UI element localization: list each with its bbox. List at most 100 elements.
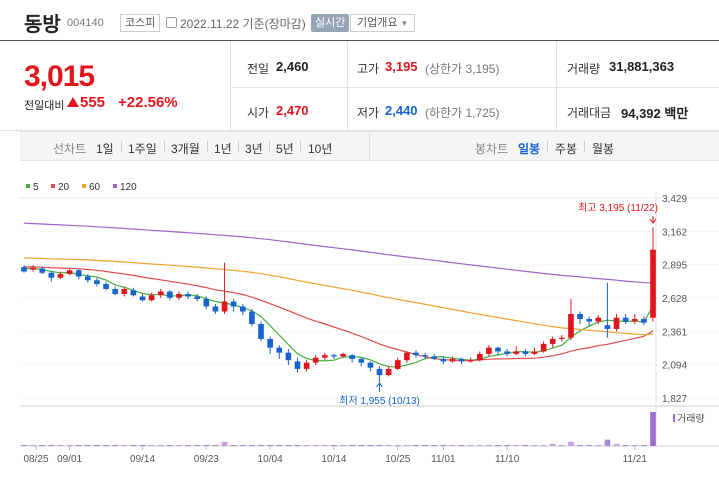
volume-bar <box>267 444 273 446</box>
y-tick-label: 2,361 <box>662 327 687 338</box>
volume-bar <box>167 444 173 446</box>
candle-chart[interactable]: 5 20 60 120 3,429 3,162 2,895 2,628 2,361 2,094 1… <box>0 176 719 468</box>
volume-bar <box>486 444 492 446</box>
prev-close-label: 전일 <box>247 62 270 76</box>
volume-bar <box>604 439 611 446</box>
volume-bar <box>559 444 565 446</box>
candle-body <box>322 355 328 358</box>
separator <box>207 141 208 152</box>
candle-chart-label[interactable]: 봉차트 <box>475 142 509 156</box>
volume-bar <box>467 444 474 446</box>
y-tick-label: 1,827 <box>662 394 687 405</box>
x-tick-label: 10/25 <box>385 454 410 465</box>
high-annotation: 최고 3,195 (11/22) <box>578 202 658 214</box>
volume-bar <box>39 444 46 446</box>
chart-legend: 5 20 60 120 <box>26 182 137 193</box>
ma-line-120 <box>23 222 654 284</box>
open-value: 2,470 <box>276 103 309 118</box>
realtime-button[interactable]: 실시간 <box>311 14 350 32</box>
volume-bar <box>157 444 164 446</box>
volume-bar <box>404 444 410 446</box>
candle-body <box>340 353 346 357</box>
period-1w[interactable]: 1주일 <box>128 142 157 156</box>
candle-body <box>312 357 319 363</box>
candle-body <box>476 353 483 361</box>
legend-label: 120 <box>120 182 137 193</box>
candle-body <box>221 301 228 312</box>
x-tick-label: 11/10 <box>495 454 520 465</box>
candle-monthly[interactable]: 월봉 <box>592 142 615 156</box>
open-label: 시가 <box>247 106 270 120</box>
x-tick-label: 10/04 <box>258 454 283 465</box>
volume-bar <box>112 444 118 446</box>
volume-bar <box>431 444 438 446</box>
divider <box>230 87 719 88</box>
candle-body <box>294 361 301 369</box>
candle-body <box>549 338 556 344</box>
overview-dropdown[interactable]: 기업개요 ▼ <box>350 14 416 32</box>
candle-body <box>604 325 611 329</box>
period-10y[interactable]: 10년 <box>308 142 333 156</box>
legend-label: 60 <box>89 182 101 193</box>
volume-bar <box>495 444 501 446</box>
candle-body <box>94 280 100 285</box>
candle-body <box>650 249 656 318</box>
volume-bar <box>577 444 583 446</box>
legend-swatch <box>51 184 55 188</box>
candle-body <box>194 296 201 299</box>
period-1y[interactable]: 1년 <box>214 142 232 156</box>
candle-body <box>631 318 638 322</box>
volume-bars: 거래량 <box>21 412 705 446</box>
legend-swatch <box>26 184 30 188</box>
candle-body <box>367 362 374 368</box>
candle-body <box>30 267 36 270</box>
volume-bar <box>57 444 64 446</box>
period-5y[interactable]: 5년 <box>276 142 294 156</box>
divider <box>347 41 348 131</box>
candle-daily[interactable]: 일봉 <box>518 142 541 156</box>
candle-body <box>495 347 501 352</box>
volume-bar <box>385 444 392 446</box>
vs-label: 전일대비 <box>24 100 65 112</box>
volume-bar <box>21 444 27 446</box>
stock-name: 동방 <box>24 14 61 36</box>
candle-weekly[interactable]: 주봉 <box>555 142 578 156</box>
volume-bar <box>322 444 328 446</box>
candle-body <box>467 360 474 362</box>
candle-body <box>57 274 64 278</box>
volume-bar <box>48 444 55 446</box>
volume-bar <box>376 444 383 446</box>
x-tick-label: 09/01 <box>57 454 82 465</box>
candle-body <box>622 317 629 322</box>
separator <box>547 141 548 152</box>
low-annotation: 최저 1,955 (10/13) <box>339 395 420 407</box>
volume-bar <box>221 441 228 446</box>
volume-bar <box>121 444 128 446</box>
volume-bar <box>613 443 620 446</box>
candle-body <box>267 338 273 348</box>
high-label: 고가 <box>357 62 380 76</box>
separator <box>300 141 301 152</box>
volume-label: 거래량 <box>677 413 705 425</box>
separator <box>164 141 165 152</box>
amount-value: 94,392 백만 <box>621 106 689 121</box>
candle-body <box>440 358 447 362</box>
candle-body <box>21 267 27 272</box>
volume-bar <box>449 444 456 446</box>
candle-body <box>130 290 137 296</box>
divider <box>556 41 557 131</box>
volume-bar <box>650 412 656 446</box>
candle-body <box>404 352 410 361</box>
candle-body <box>157 291 164 296</box>
period-1d[interactable]: 1일 <box>96 142 114 156</box>
candle-body <box>522 351 529 354</box>
volume-bar <box>641 444 647 446</box>
overview-label: 기업개요 <box>357 17 398 29</box>
high-value: 3,195 <box>385 59 418 74</box>
line-chart-label[interactable]: 선차트 <box>53 142 87 156</box>
period-3m[interactable]: 3개월 <box>171 142 200 156</box>
volume-bar <box>458 444 465 446</box>
candle-body <box>449 358 456 362</box>
period-3y[interactable]: 3년 <box>245 142 263 156</box>
volume-bar <box>440 444 447 446</box>
